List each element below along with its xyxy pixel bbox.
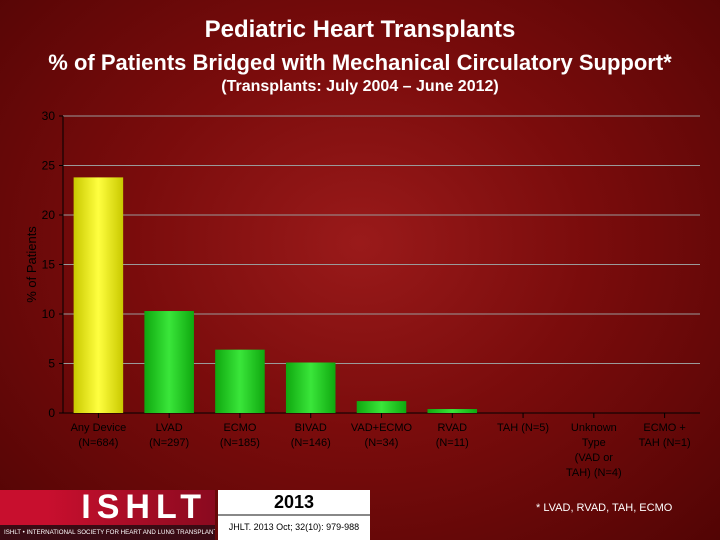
y-tick-label: 20	[42, 208, 56, 222]
chart-title: Pediatric Heart Transplants	[204, 16, 516, 43]
citation-text: JHLT. 2013 Oct; 32(10): 979-988	[228, 522, 360, 532]
x-tick-label: VAD+ECMO (N=34)	[351, 422, 413, 449]
x-tick-label: ECMO + TAH (N=1)	[639, 422, 691, 449]
y-tick-label: 30	[42, 109, 56, 123]
bar	[356, 401, 407, 413]
y-tick-label: 15	[42, 258, 56, 272]
bar	[144, 311, 194, 413]
bar	[215, 349, 265, 413]
x-tick-label: RVAD (N=11)	[436, 422, 469, 449]
logo-wordmark: ISHLT	[0, 490, 215, 525]
bar	[427, 409, 478, 413]
x-tick-label: Any Device (N=684)	[71, 422, 127, 449]
y-axis-label: % of Patients	[24, 226, 39, 303]
x-tick-label: TAH (N=5)	[497, 422, 549, 434]
x-tick-label: ECMO (N=185)	[220, 422, 260, 449]
y-tick-label: 10	[42, 307, 56, 321]
ishlt-logo: ISHLT ISHLT • INTERNATIONAL SOCIETY FOR …	[0, 490, 215, 540]
y-tick-label: 5	[48, 357, 55, 371]
bars	[73, 177, 478, 413]
citation-year: 2013	[218, 490, 370, 516]
x-tick-label: Unknown Type (VAD or TAH) (N=4)	[566, 422, 622, 479]
y-tick-label: 0	[48, 406, 55, 420]
bar	[285, 362, 336, 413]
logo-tagline: ISHLT • INTERNATIONAL SOCIETY FOR HEART …	[0, 525, 215, 540]
footnote: * LVAD, RVAD, TAH, ECMO	[536, 502, 673, 514]
x-tick-label: BIVAD (N=146)	[291, 422, 331, 449]
x-tick-label: LVAD (N=297)	[149, 422, 189, 449]
citation-box: 2013 JHLT. 2013 Oct; 32(10): 979-988	[218, 490, 370, 540]
chart-period: (Transplants: July 2004 – June 2012)	[221, 78, 499, 95]
labels: 0 5 10 15 20 25 30 % of Patients Any Device (N=68…	[24, 109, 691, 479]
y-tick-label: 25	[42, 159, 56, 173]
bar	[73, 177, 124, 413]
chart-subtitle: % of Patients Bridged with Mechanical Ci…	[48, 50, 672, 75]
